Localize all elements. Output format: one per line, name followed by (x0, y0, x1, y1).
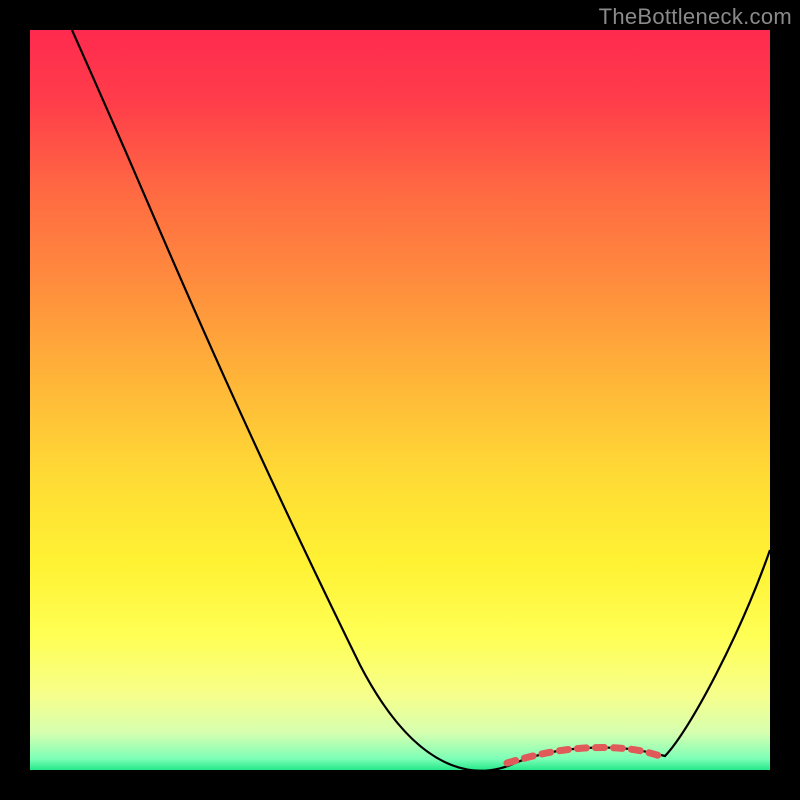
plot-area (30, 30, 770, 770)
watermark-text: TheBottleneck.com (599, 4, 792, 30)
highlight-segment (507, 748, 660, 763)
bottleneck-curve (72, 30, 770, 770)
curve-layer (30, 30, 770, 770)
